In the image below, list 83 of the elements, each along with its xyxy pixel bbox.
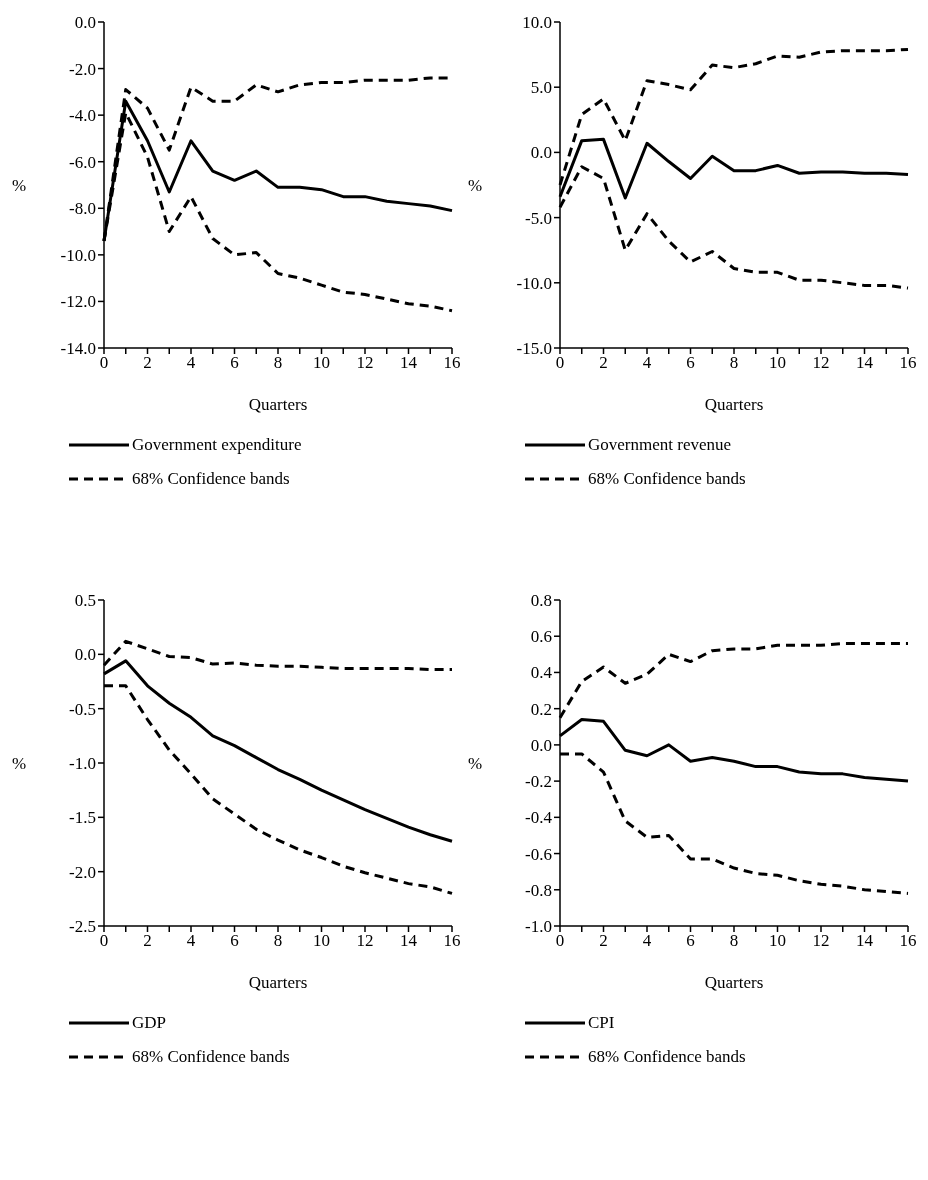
- x-tick-label: 6: [230, 353, 239, 373]
- y-axis-title: %: [468, 754, 483, 774]
- x-tick-label: 8: [273, 931, 283, 951]
- x-tick-label: 12: [356, 931, 374, 951]
- x-tick-label: 14: [400, 353, 418, 373]
- x-axis-title: Quarters: [704, 973, 764, 992]
- x-tick-label: 2: [599, 931, 608, 951]
- x-tick-label: 2: [143, 353, 152, 373]
- legend-label: 68% Confidence bands: [132, 1047, 290, 1067]
- x-axis-title: Quarters: [704, 395, 764, 414]
- y-tick-label: -14.0: [60, 339, 96, 359]
- y-tick-label: 10.0: [522, 13, 552, 33]
- y-tick-label: -2.0: [69, 59, 96, 79]
- x-tick-label: 4: [186, 353, 196, 373]
- x-tick-label: 0: [99, 931, 109, 951]
- x-tick-label: 14: [856, 353, 874, 373]
- x-tick-label: 8: [729, 353, 739, 373]
- y-tick-label: 0.0: [74, 645, 96, 665]
- legend-label: 68% Confidence bands: [132, 469, 290, 489]
- legend-label: 68% Confidence bands: [588, 469, 746, 489]
- x-tick-label: 8: [729, 931, 739, 951]
- x-tick-label: 16: [899, 353, 917, 373]
- y-tick-label: 0.5: [74, 591, 96, 611]
- y-tick-label: -10.0: [516, 273, 552, 293]
- y-axis-title: %: [468, 176, 483, 196]
- x-axis-title: Quarters: [248, 395, 308, 414]
- y-tick-label: -4.0: [69, 106, 96, 126]
- legend-label: 68% Confidence bands: [588, 1047, 746, 1067]
- y-tick-label: 0.0: [74, 13, 96, 33]
- x-tick-label: 0: [555, 353, 565, 373]
- y-tick-label: -0.5: [69, 699, 96, 719]
- legend-label: Government expenditure: [132, 435, 302, 455]
- y-tick-label: -0.8: [525, 880, 552, 900]
- x-tick-label: 10: [313, 931, 330, 951]
- x-tick-label: 12: [812, 353, 830, 373]
- y-axis-title: %: [12, 176, 27, 196]
- y-axis-title: %: [12, 754, 27, 774]
- y-tick-label: 0.4: [530, 663, 553, 683]
- legend-label: CPI: [588, 1013, 615, 1033]
- y-tick-label: 5.0: [530, 78, 552, 98]
- x-tick-label: 2: [143, 931, 152, 951]
- x-tick-label: 6: [686, 931, 695, 951]
- y-tick-label: -2.0: [69, 862, 96, 882]
- x-tick-label: 10: [769, 353, 786, 373]
- y-tick-label: -0.6: [525, 844, 552, 864]
- x-tick-label: 4: [186, 931, 196, 951]
- x-tick-label: 14: [400, 931, 418, 951]
- x-tick-label: 12: [812, 931, 830, 951]
- x-tick-label: 12: [356, 353, 374, 373]
- x-tick-label: 6: [686, 353, 695, 373]
- y-tick-label: -8.0: [69, 199, 96, 219]
- x-tick-label: 10: [313, 353, 330, 373]
- y-tick-label: 0.2: [530, 699, 552, 719]
- y-tick-label: -12.0: [60, 292, 96, 312]
- legend-label: GDP: [132, 1013, 167, 1033]
- y-tick-label: -15.0: [516, 339, 552, 359]
- legend-label: Government revenue: [588, 435, 732, 455]
- y-tick-label: -10.0: [60, 245, 96, 265]
- x-tick-label: 14: [856, 931, 874, 951]
- x-tick-label: 10: [769, 931, 786, 951]
- y-tick-label: -1.5: [69, 808, 96, 828]
- x-tick-label: 6: [230, 931, 239, 951]
- y-tick-label: 0.0: [530, 143, 552, 163]
- x-tick-label: 0: [99, 353, 109, 373]
- y-tick-label: -6.0: [69, 152, 96, 172]
- y-tick-label: -1.0: [525, 917, 552, 937]
- y-tick-label: 0.8: [530, 591, 552, 611]
- x-tick-label: 16: [443, 931, 461, 951]
- x-tick-label: 4: [642, 931, 652, 951]
- x-tick-label: 8: [273, 353, 283, 373]
- y-tick-label: -0.2: [525, 772, 552, 792]
- y-tick-label: -5.0: [525, 208, 552, 228]
- y-tick-label: -0.4: [525, 808, 553, 828]
- y-tick-label: 0.6: [530, 627, 552, 647]
- x-tick-label: 2: [599, 353, 608, 373]
- x-tick-label: 16: [899, 931, 917, 951]
- y-tick-label: -1.0: [69, 754, 96, 774]
- x-tick-label: 16: [443, 353, 461, 373]
- x-axis-title: Quarters: [248, 973, 308, 992]
- y-tick-label: -2.5: [69, 917, 96, 937]
- x-tick-label: 4: [642, 353, 652, 373]
- x-tick-label: 0: [555, 931, 565, 951]
- y-tick-label: 0.0: [530, 735, 552, 755]
